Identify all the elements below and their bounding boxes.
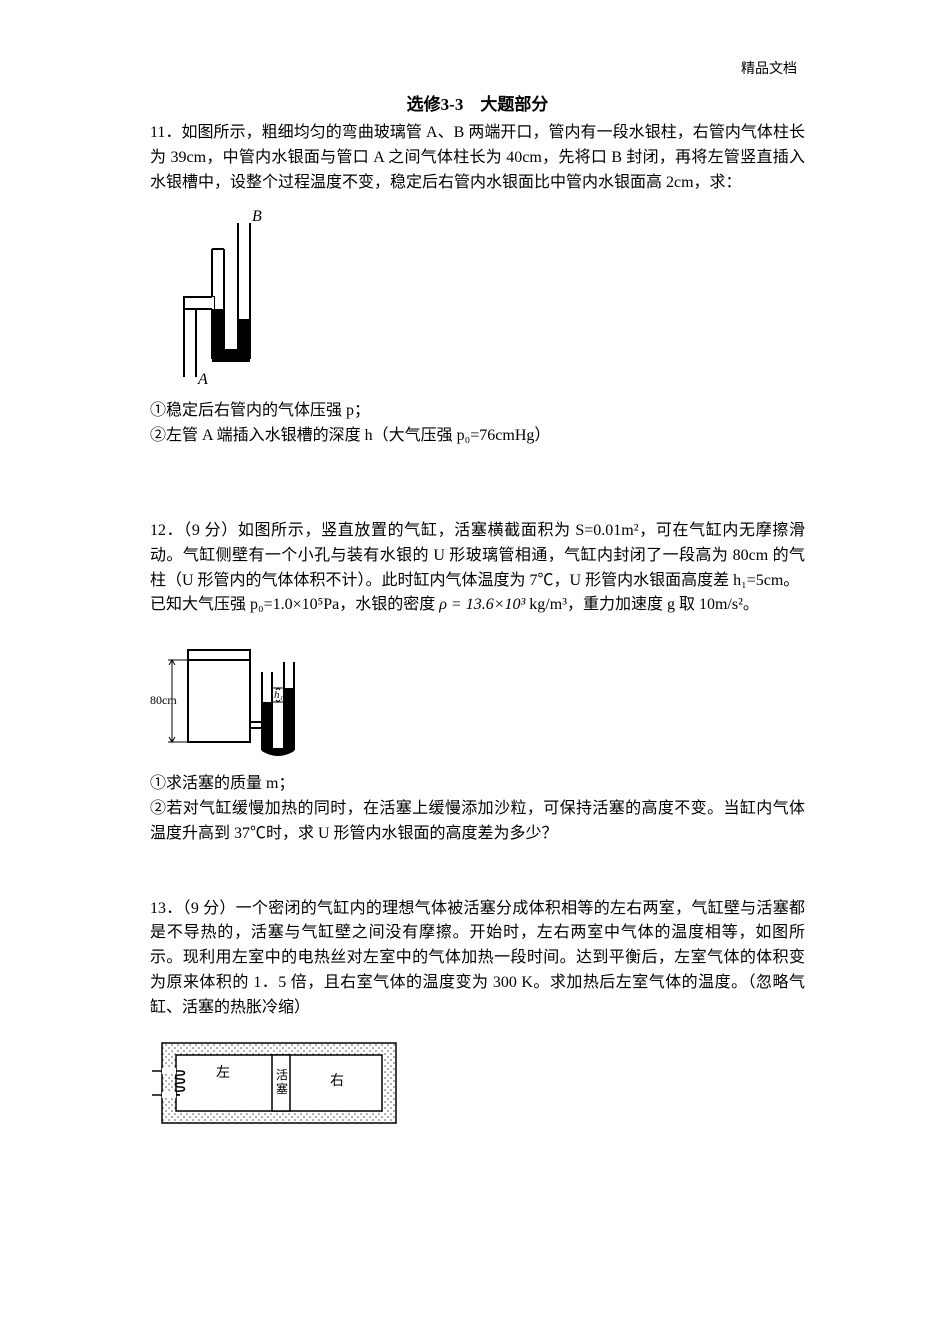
q13-figure: 左 活 塞 右 [150,1035,805,1135]
page-title: 选修3-3 大题部分 [150,90,805,115]
q11-figure: B A [150,209,805,389]
q13-body: 13．（9 分）一个密闭的气缸内的理想气体被活塞分成体积相等的左右两室，气缸壁与… [150,897,805,1021]
q13-label-right: 右 [330,1073,344,1089]
q12-rho: ρ = 13.6×10³ [439,596,525,613]
q12-figure: 80cm h₁ [150,632,805,762]
q12-label-80cm: 80cm [150,693,177,707]
q12-sub1: ①求活塞的质量 m； [150,772,805,797]
q12-label-h1: h₁ [274,689,284,701]
q13-label-left: 左 [216,1065,230,1081]
q13-label-piston1: 活 [276,1068,288,1082]
q11-body: 11．如图所示，粗细均匀的弯曲玻璃管 A、B 两端开口，管内有一段水银柱，右管内… [150,121,805,195]
q11-sub2: ②左管 A 端插入水银槽的深度 h（大气压强 p₀=76cmHg） [150,424,805,449]
q12-body1: 12．（9 分）如图所示，竖直放置的气缸，活塞横截面积为 S=0.01m²，可在… [150,519,805,593]
q13-label-piston2: 塞 [276,1081,288,1096]
watermark-label: 精品文档 [741,58,797,78]
q12-body2-post: kg/m³，重力加速度 g 取 10m/s²。 [525,596,759,613]
q11-sub1: ①稳定后右管内的气体压强 p； [150,399,805,424]
q12-body2-pre: 已知大气压强 p₀=1.0×10⁵Pa，水银的密度 [150,596,439,613]
q12-sub2: ②若对气缸缓慢加热的同时，在活塞上缓慢添加沙粒，可保持活塞的高度不变。当缸内气体… [150,797,805,847]
q11-label-a: A [197,371,208,388]
q11-label-b: B [252,209,262,225]
q12-body2: 已知大气压强 p₀=1.0×10⁵Pa，水银的密度 ρ = 13.6×10³ k… [150,593,805,618]
